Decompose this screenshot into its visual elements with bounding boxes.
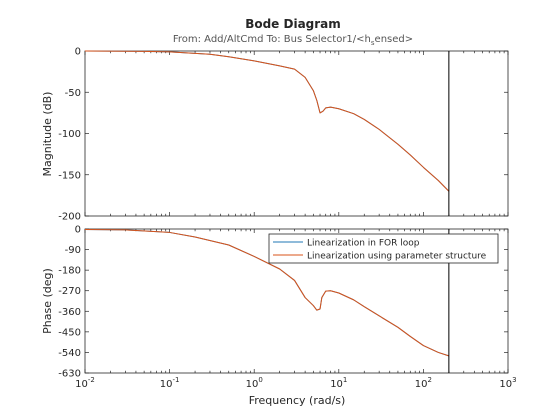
phase-panel: 10-2 10-1 100 101 102 103 0 -90 -180 -270 -360 -45…: [41, 225, 517, 391]
x-tick-label: 102: [415, 376, 432, 390]
x-tick-label: 103: [499, 376, 516, 390]
magnitude-series: [84, 50, 450, 192]
phase-y-ticks: 0 -90 -180 -270 -360 -450 -540 -630: [58, 225, 508, 380]
mag-y-tick-label: 0: [75, 47, 81, 58]
subtitle-suffix: ensed>: [375, 34, 414, 45]
magnitude-axes-box: [84, 50, 509, 217]
phase-y-tick-label: -180: [58, 266, 81, 277]
mag-y-tick-label: -50: [65, 88, 81, 99]
mag-y-tick-label: -150: [58, 170, 81, 181]
phase-y-tick-label: -270: [58, 286, 81, 297]
x-axis-label: Frequency (rad/s): [249, 394, 346, 407]
phase-series: [84, 228, 450, 357]
legend-box: [268, 233, 499, 264]
phase-y-tick-label: -360: [58, 307, 81, 318]
mag-series-line-2: [84, 50, 450, 192]
phase-y-tick-label: 0: [75, 225, 81, 236]
phase-y-tick-label: -630: [58, 369, 81, 380]
magnitude-y-ticks: 0 -50 -100 -150 -200: [58, 47, 508, 223]
x-tick-label: 101: [330, 376, 347, 390]
phase-y-tick-label: -90: [65, 245, 81, 256]
chart-subtitle: From: Add/AltCmd To: Bus Selector1/<hsen…: [173, 34, 413, 47]
subtitle-subscript: s: [371, 39, 375, 47]
mag-y-tick-label: -200: [58, 212, 81, 223]
subtitle-prefix: From: Add/AltCmd To: Bus Selector1/<h: [173, 34, 371, 45]
phase-series-line-2: [84, 228, 450, 357]
legend-label-for-loop: Linearization in FOR loop: [307, 239, 420, 249]
phase-ylabel: Phase (deg): [41, 268, 54, 334]
x-tick-label: 100: [246, 376, 263, 390]
chart-title: Bode Diagram: [245, 17, 341, 31]
magnitude-ylabel: Magnitude (dB): [41, 92, 54, 177]
phase-y-tick-label: -450: [58, 327, 81, 338]
phase-y-tick-label: -540: [58, 348, 81, 359]
mag-y-tick-label: -100: [58, 129, 81, 140]
x-tick-label: 10-2: [75, 376, 95, 390]
legend: Linearization in FOR loop Linearization …: [268, 233, 499, 264]
legend-label-param-structure: Linearization using parameter structure: [307, 252, 487, 262]
x-tick-label: 10-1: [160, 376, 180, 390]
phase-x-ticks: 10-2 10-1 100 101 102 103: [75, 229, 517, 390]
magnitude-panel: 0 -50 -100 -150 -200 Magnitude (dB): [41, 47, 509, 223]
